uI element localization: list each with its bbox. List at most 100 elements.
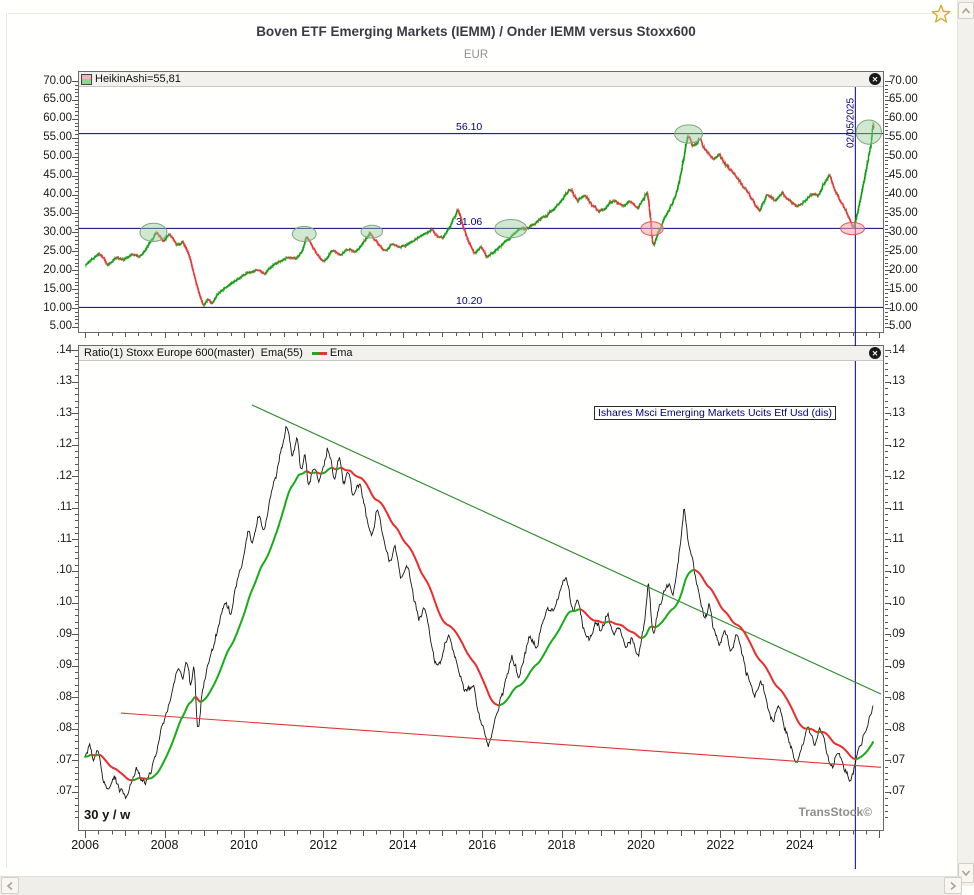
- x-axis-tick-label: 2012: [309, 838, 338, 852]
- x-axis-tick-label: 2020: [627, 838, 655, 852]
- y-axis-tick-label: .11: [889, 532, 905, 545]
- y-axis-tick-label: .10: [889, 596, 905, 609]
- y-axis-tick-label: .12: [56, 438, 72, 451]
- y-axis-tick-label: .13: [56, 375, 72, 388]
- y-axis-tick-label: .09: [889, 659, 905, 672]
- x-axis-tick-label: 2022: [706, 838, 735, 852]
- y-axis-tick-label: 35.00: [43, 206, 72, 219]
- x-axis-tick-label: 2018: [547, 838, 576, 852]
- y-axis-tick-label: .11: [56, 501, 72, 514]
- favorite-star-icon[interactable]: [930, 3, 952, 25]
- y-axis-tick-label: 15.00: [889, 282, 918, 295]
- y-axis-tick-label: .08: [889, 722, 905, 735]
- vertical-scrollbar-track[interactable]: [957, 0, 974, 886]
- window-frame-top-line: [8, 13, 952, 14]
- y-axis-tick-label: .13: [889, 375, 905, 388]
- y-axis-tick-label: .14: [56, 343, 72, 356]
- y-axis-tick-label: 15.00: [43, 282, 72, 295]
- y-axis-tick-label: .12: [889, 438, 905, 451]
- y-axis-tick-label: 10.00: [43, 301, 72, 314]
- page-title: Boven ETF Emerging Markets (IEMM) / Onde…: [256, 24, 696, 39]
- svg-text:56.10: 56.10: [456, 121, 482, 133]
- y-axis-tick-label: 60.00: [889, 112, 918, 125]
- y-axis-tick-label: 5.00: [889, 320, 912, 333]
- window-frame-left-line: [6, 13, 7, 868]
- y-axis-tick-label: .08: [889, 690, 905, 703]
- y-axis-tick-label: .11: [889, 501, 905, 514]
- y-axis-tick-label: .11: [56, 532, 72, 545]
- scroll-left-button[interactable]: [1, 877, 19, 894]
- close-icon: ✕: [871, 348, 879, 358]
- chevron-right-icon: [950, 881, 957, 890]
- y-axis-tick-label: .12: [889, 469, 905, 482]
- top-chart-close-button[interactable]: ✕: [869, 73, 881, 85]
- y-axis-tick-label: 55.00: [43, 131, 72, 144]
- y-axis-tick-label: 70.00: [889, 74, 918, 87]
- x-axis-tick-label: 2016: [468, 838, 497, 852]
- ema-legend-icon: [311, 351, 327, 355]
- y-axis-tick-label: 30.00: [889, 225, 918, 238]
- y-axis-tick-label: 35.00: [889, 206, 918, 219]
- instrument-label[interactable]: Ishares Msci Emerging Markets Ucits Etf …: [594, 406, 836, 420]
- watermark: TransStock©: [798, 805, 872, 819]
- y-axis-tick-label: 40.00: [889, 188, 918, 201]
- y-axis-tick-label: 10.00: [889, 301, 918, 314]
- y-axis-tick-label: .09: [889, 627, 905, 640]
- y-axis-tick-label: 40.00: [43, 188, 72, 201]
- top-chart-legend-bar: HeikinAshi=55,81: [79, 72, 883, 87]
- y-axis-tick-label: .07: [889, 753, 905, 766]
- y-axis-tick-label: 5.00: [49, 320, 72, 333]
- y-axis-tick-label: .14: [889, 343, 905, 356]
- ratio-legend-label: Ratio(1) Stoxx Europe 600(master) Ema(55…: [84, 347, 306, 359]
- y-axis-tick-label: 65.00: [43, 93, 72, 106]
- y-axis-tick-label: 25.00: [43, 244, 72, 257]
- chevron-down-icon: [961, 870, 971, 877]
- y-axis-tick-label: .10: [56, 596, 72, 609]
- y-axis-tick-label: .07: [889, 785, 905, 798]
- horizontal-scrollbar-track[interactable]: [0, 876, 962, 895]
- chevron-up-icon: [961, 7, 971, 14]
- y-axis-tick-label: 50.00: [43, 150, 72, 163]
- y-axis-tick-label: .13: [56, 406, 72, 419]
- x-axis-tick-label: 2010: [230, 838, 258, 852]
- y-axis-tick-label: .10: [889, 564, 905, 577]
- chevron-left-icon: [6, 881, 13, 890]
- top-chart-plot[interactable]: 56.10 31.06 10.20 02/05/2025: [79, 87, 883, 331]
- x-axis-tick-label: 2006: [71, 838, 100, 852]
- y-axis-tick-label: .10: [56, 564, 72, 577]
- top-chart-legend-label: HeikinAshi=55,81: [95, 73, 181, 85]
- y-axis-tick-label: .07: [56, 785, 72, 798]
- close-icon: ✕: [871, 74, 879, 84]
- y-axis-tick-label: .13: [889, 406, 905, 419]
- ema-legend-label: Ema: [329, 347, 353, 359]
- y-axis-tick-label: 65.00: [889, 93, 918, 106]
- x-axis-tick-label: 2024: [785, 838, 814, 852]
- y-axis-tick-label: 30.00: [43, 225, 72, 238]
- svg-text:10.20: 10.20: [456, 295, 482, 307]
- scroll-right-button[interactable]: [944, 877, 962, 894]
- y-axis-tick-label: .08: [56, 690, 72, 703]
- svg-text:31.06: 31.06: [456, 216, 482, 228]
- currency-label: EUR: [463, 49, 489, 61]
- x-axis-tick-label: 2008: [150, 838, 179, 852]
- y-axis-tick-label: 20.00: [889, 263, 918, 276]
- svg-text:02/05/2025: 02/05/2025: [846, 98, 857, 148]
- y-axis-tick-label: 50.00: [889, 150, 918, 163]
- y-axis-tick-label: .09: [56, 659, 72, 672]
- y-axis-tick-label: 45.00: [43, 169, 72, 182]
- y-axis-tick-label: 45.00: [889, 169, 918, 182]
- y-axis-tick-label: .08: [56, 722, 72, 735]
- bottom-chart-legend-bar: Ratio(1) Stoxx Europe 600(master) Ema(55…: [79, 346, 883, 361]
- scroll-up-button[interactable]: [958, 2, 974, 19]
- y-axis-tick-label: .07: [56, 753, 72, 766]
- y-axis-tick-label: 55.00: [889, 131, 918, 144]
- bottom-chart-close-button[interactable]: ✕: [869, 347, 881, 359]
- x-axis-tick-label: 2014: [388, 838, 417, 852]
- bottom-chart-plot[interactable]: [79, 361, 883, 830]
- y-axis-tick-label: 20.00: [43, 263, 72, 276]
- timeframe-label: 30 y / w: [84, 807, 131, 822]
- y-axis-tick-label: 25.00: [889, 244, 918, 257]
- y-axis-tick-label: .12: [56, 469, 72, 482]
- heikin-ashi-legend-icon: [81, 73, 92, 85]
